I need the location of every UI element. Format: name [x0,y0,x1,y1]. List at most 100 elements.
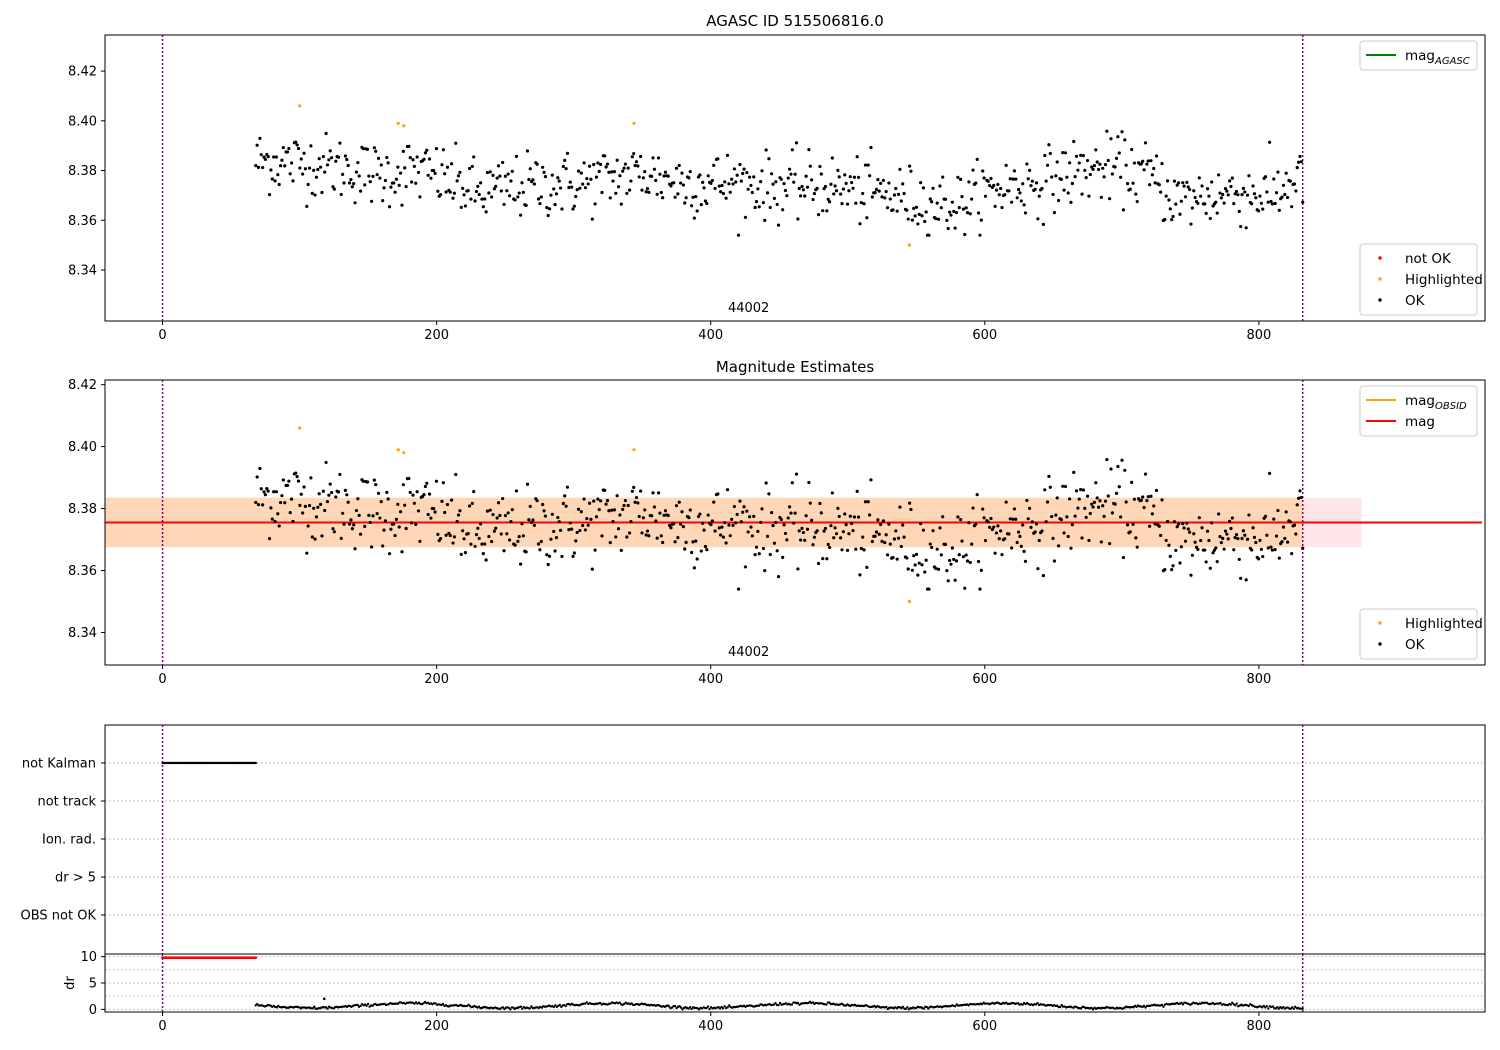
ok-point [575,188,579,192]
ok-point [1145,499,1149,503]
ok-point [592,499,596,503]
dr-point [564,1004,567,1008]
ok-point [585,516,589,521]
ok-point [415,490,419,494]
ok-point [1298,154,1302,158]
ok-point [1164,538,1168,543]
dr-point [1091,1008,1095,1011]
ok-point [654,519,658,523]
ok-point [866,500,870,504]
ok-point [804,174,808,178]
ok-point [1056,544,1061,548]
dr-point [1276,1005,1279,1009]
ok-point [865,565,869,569]
ok-point [528,504,532,508]
ok-point [603,488,607,492]
ok-point [672,522,676,526]
ok-point [914,205,919,209]
ok-point [505,189,509,193]
ok-point [1280,540,1284,544]
dr-point [1021,1003,1024,1006]
ok-point [790,148,794,152]
ok-point [796,567,800,571]
ok-point [616,527,621,531]
ok-point [1091,505,1095,509]
ok-point [570,527,574,531]
ok-point [578,528,582,533]
ok-point [796,217,800,221]
ok-point [587,501,592,505]
ok-point [485,170,490,175]
dr-point [690,1007,693,1011]
ok-point [934,217,938,221]
ok-point [288,510,292,515]
ok-point [626,166,630,170]
ok-point [278,164,283,168]
ok-point [1081,154,1086,158]
ok-point [645,529,650,533]
ok-point [981,507,985,511]
ok-point [754,545,759,549]
ok-point [982,516,986,520]
ok-point [375,172,379,177]
ok-point [1207,538,1211,543]
ok-point [691,540,695,544]
ok-point [518,562,523,566]
ok-point [763,218,767,222]
ok-point [1096,505,1101,509]
ok-point [347,181,352,185]
ok-point [371,514,375,518]
ok-point [865,216,869,220]
ok-point [943,542,948,546]
ok-point [1299,160,1303,164]
ok-point [1101,504,1105,508]
ok-point [949,213,953,217]
ok-point [731,182,735,186]
ok-point [549,193,553,197]
ok-point [953,226,957,230]
ok-point [656,491,661,495]
dr-point [366,1002,370,1006]
dr-point [477,1005,481,1008]
ok-point [703,199,708,203]
ok-point [1114,156,1119,160]
ok-point [1132,161,1137,165]
ok-point [517,191,521,195]
ok-point [1055,160,1059,164]
dr-point [828,1001,831,1004]
ok-point [712,500,716,504]
ok-point [797,529,801,533]
ok-point [277,182,281,187]
ok-point [772,196,777,200]
ok-point [331,185,335,189]
ok-point [1285,195,1290,200]
ok-point [427,157,432,161]
ok-point [914,552,919,556]
ok-point [459,552,463,556]
ok-point [632,151,636,156]
ok-point [771,182,775,186]
ok-point [1128,187,1132,191]
ok-point [535,499,539,503]
ok-point [305,204,309,208]
ok-point [1193,540,1197,544]
ok-point [454,141,458,145]
ok-point [909,169,913,173]
ok-point [852,515,857,519]
ok-point [502,549,506,553]
ok-point [1239,576,1243,580]
ok-point [506,511,510,515]
ok-point [535,162,539,166]
ok-point [1270,548,1274,552]
ok-point [979,568,983,572]
ok-point [472,490,476,494]
ok-point [1096,167,1101,172]
y-tick-label: 8.40 [68,114,97,129]
ok-point [518,213,523,217]
ok-point [265,487,269,491]
ok-point [608,541,612,545]
ok-point [283,501,287,505]
ok-point [1114,491,1119,495]
ok-point [677,163,681,168]
